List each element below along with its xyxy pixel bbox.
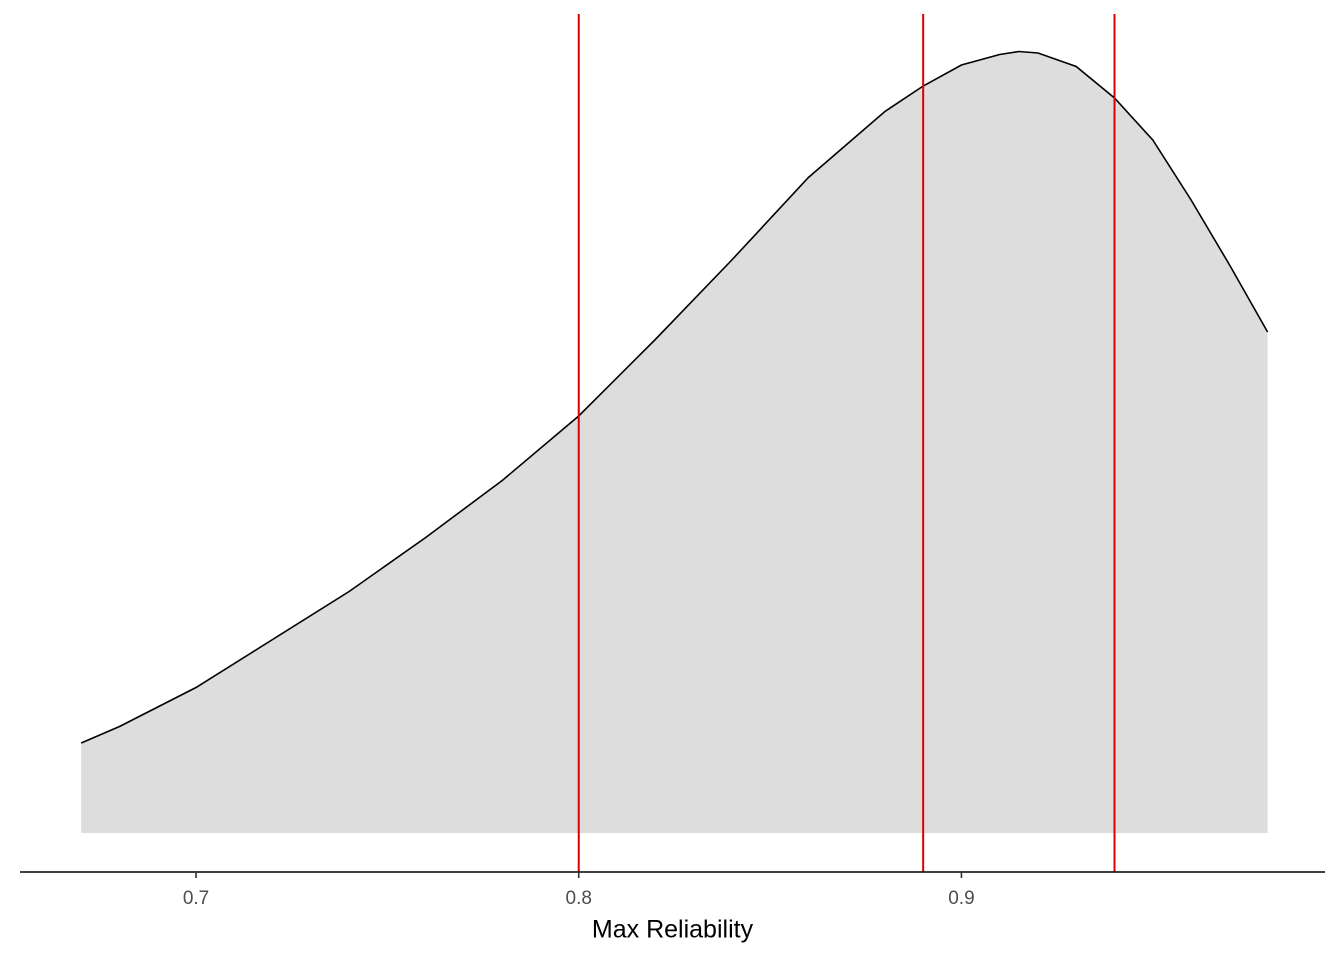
x-tick-label: 0.9 — [948, 888, 974, 909]
x-tick-label: 0.7 — [183, 888, 209, 909]
x-tick-label: 0.8 — [566, 888, 592, 909]
density-area — [81, 51, 1268, 833]
x-axis-title: Max Reliability — [592, 916, 754, 944]
density-line — [80, 50, 1269, 744]
